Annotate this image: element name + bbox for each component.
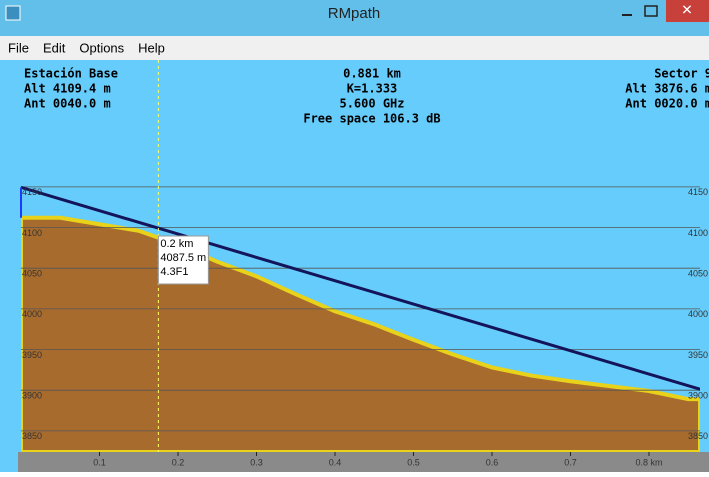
- y-tick-label: 4050: [22, 269, 42, 279]
- header-text: Ant 0040.0 m: [24, 97, 111, 111]
- x-tick-label: 0.4: [329, 457, 342, 467]
- y-tick-label-right: 3900: [688, 391, 708, 401]
- x-tick-label: 0.8 km: [635, 457, 662, 467]
- x-tick-label: 0.7: [564, 457, 577, 467]
- menu-item[interactable]: File: [8, 40, 29, 55]
- y-tick-label: 4000: [22, 309, 42, 319]
- header-text: K=1.333: [347, 82, 398, 96]
- header-text: 0.881 km: [343, 67, 401, 81]
- cursor-label: 4.3F1: [160, 266, 188, 278]
- header-text: Estación Base: [24, 67, 118, 81]
- y-tick-label-right: 4050: [688, 269, 708, 279]
- x-tick-label: 0.1: [93, 457, 106, 467]
- y-tick-label-right: 3850: [688, 431, 708, 441]
- app-window: RMpath ✕ File Edit Options Help 3850 3850 390…: [0, 0, 709, 472]
- cursor-label: 4087.5 m: [160, 252, 206, 264]
- header-text: Alt 4109.4 m: [24, 82, 111, 96]
- x-tick-label: 0.5: [407, 457, 420, 467]
- y-tick-label-right: 4000: [688, 309, 708, 319]
- app-icon: [6, 6, 20, 20]
- left-margin: [0, 60, 18, 472]
- y-tick-label: 4100: [22, 228, 42, 238]
- menu-item[interactable]: Options: [79, 40, 124, 55]
- y-tick-label: 3850: [22, 431, 42, 441]
- cursor-label: 0.2 km: [160, 238, 193, 250]
- close-icon: ✕: [681, 2, 693, 18]
- x-tick-label: 0.6: [486, 457, 499, 467]
- y-tick-label-right: 4150: [688, 187, 708, 197]
- x-tick-label: 0.3: [250, 457, 263, 467]
- y-tick-label: 3900: [22, 391, 42, 401]
- header-text: Ant 0020.0 m: [625, 97, 709, 111]
- x-tick-label: 0.2: [172, 457, 185, 467]
- y-tick-label: 3950: [22, 350, 42, 360]
- header-text: 5.600 GHz: [339, 97, 404, 111]
- header-text: Free space 106.3 dB: [303, 112, 440, 126]
- header-text: Alt 3876.6 m: [625, 82, 709, 96]
- menu-item[interactable]: Help: [138, 40, 165, 55]
- y-tick-label-right: 4100: [688, 228, 708, 238]
- window-title: RMpath: [328, 5, 381, 22]
- header-text: Sector 9: [654, 67, 709, 81]
- menu-item[interactable]: Edit: [43, 40, 66, 55]
- y-tick-label-right: 3950: [688, 350, 708, 360]
- x-axis-strip: [0, 452, 709, 472]
- y-tick-label: 4150: [22, 187, 42, 197]
